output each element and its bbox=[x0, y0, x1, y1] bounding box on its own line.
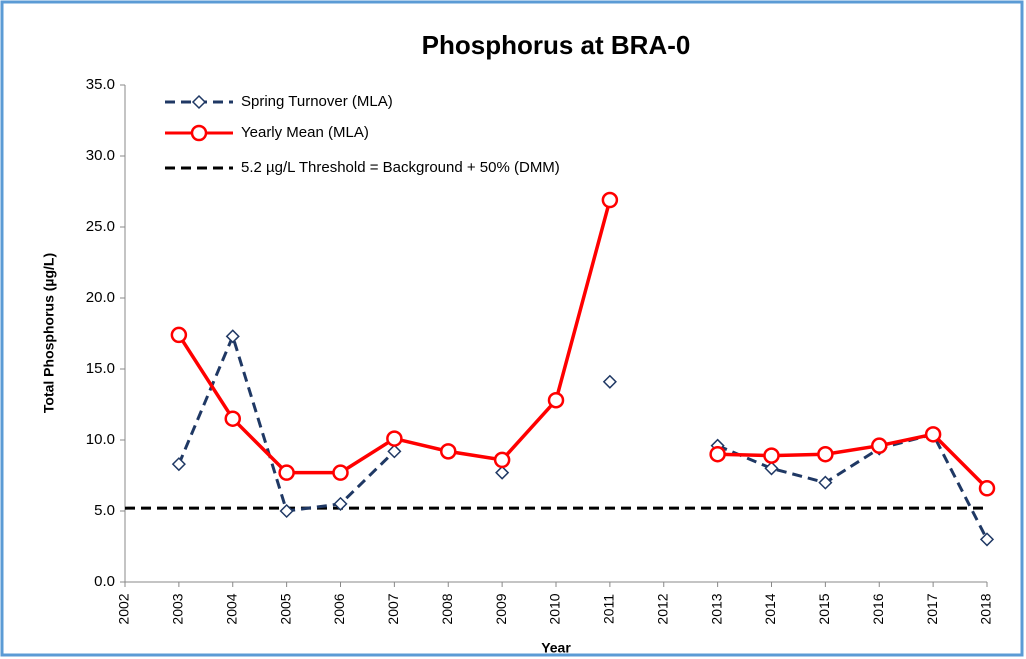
data-point bbox=[495, 465, 510, 480]
x-tick-label: 2003 bbox=[170, 593, 186, 624]
y-tick-label: 25.0 bbox=[86, 218, 115, 235]
x-tick-label: 2009 bbox=[493, 593, 509, 624]
data-point bbox=[170, 326, 188, 344]
y-tick-label: 30.0 bbox=[86, 147, 115, 164]
data-point bbox=[386, 430, 403, 447]
data-point bbox=[871, 437, 888, 454]
x-tick-label: 2015 bbox=[816, 593, 832, 624]
data-point bbox=[764, 461, 779, 476]
data-point bbox=[224, 410, 241, 427]
data-point bbox=[601, 191, 619, 209]
data-point bbox=[979, 532, 995, 547]
x-tick-label: 2002 bbox=[116, 593, 132, 624]
x-tick-label: 2006 bbox=[331, 593, 347, 624]
x-tick-label: 2010 bbox=[547, 593, 563, 624]
x-tick-label: 2014 bbox=[762, 593, 778, 624]
x-tick-label: 2013 bbox=[708, 593, 724, 624]
data-point bbox=[278, 464, 295, 481]
legend-label: 5.2 µg/L Threshold = Background + 50% (D… bbox=[241, 159, 560, 176]
chart-title: Phosphorus at BRA-0 bbox=[422, 30, 691, 60]
data-point bbox=[387, 444, 402, 459]
x-tick-label: 2018 bbox=[978, 593, 994, 624]
x-tick-label: 2017 bbox=[924, 593, 940, 624]
legend-marker bbox=[191, 94, 207, 110]
legend-label: Yearly Mean (MLA) bbox=[241, 124, 369, 141]
x-tick-label: 2005 bbox=[277, 593, 293, 624]
x-tick-label: 2008 bbox=[439, 593, 455, 624]
data-point bbox=[602, 374, 617, 389]
data-point bbox=[279, 503, 294, 519]
data-point bbox=[818, 475, 833, 490]
x-tick-label: 2016 bbox=[870, 593, 886, 624]
y-axis-label: Total Phosphorus (µg/L) bbox=[41, 253, 57, 413]
data-point bbox=[171, 457, 186, 472]
y-tick-label: 10.0 bbox=[86, 431, 115, 448]
y-tick-label: 5.0 bbox=[94, 502, 115, 519]
data-point bbox=[547, 391, 565, 409]
data-point bbox=[225, 329, 240, 344]
data-point bbox=[440, 443, 457, 460]
data-point bbox=[332, 464, 349, 481]
data-point bbox=[709, 445, 726, 463]
x-tick-label: 2004 bbox=[223, 593, 239, 624]
x-tick-label: 2011 bbox=[601, 594, 617, 624]
legend-marker bbox=[190, 124, 208, 142]
x-tick-label: 2012 bbox=[654, 593, 670, 624]
data-point bbox=[817, 445, 834, 463]
x-tick-label: 2007 bbox=[385, 593, 401, 624]
y-tick-label: 15.0 bbox=[86, 360, 115, 377]
data-point bbox=[924, 426, 942, 443]
data-point bbox=[763, 447, 780, 464]
x-axis-label: Year bbox=[541, 640, 571, 656]
data-point bbox=[978, 480, 996, 497]
y-tick-label: 0.0 bbox=[94, 573, 115, 590]
y-tick-label: 35.0 bbox=[86, 76, 115, 93]
legend-label: Spring Turnover (MLA) bbox=[241, 93, 393, 110]
y-tick-label: 20.0 bbox=[86, 289, 115, 306]
data-point bbox=[333, 496, 348, 511]
data-point bbox=[493, 451, 511, 469]
